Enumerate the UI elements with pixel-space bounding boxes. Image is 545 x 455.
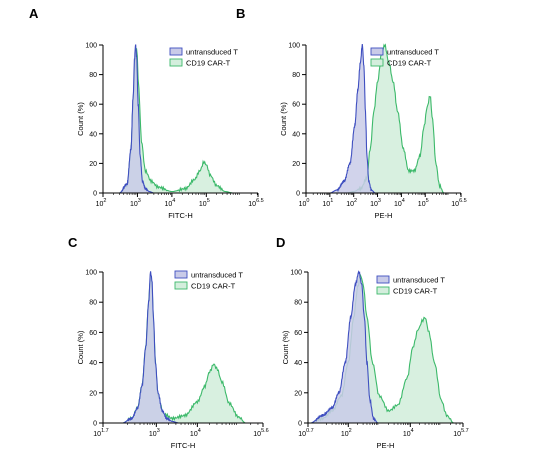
x-tick-label: 102 [346,198,357,208]
legend-label: untransduced T [387,48,439,57]
series-area-untransduced [310,271,378,423]
legend-label: CD19 CAR-T [393,287,438,296]
panel-label-c: C [68,235,78,250]
legend-label: untransduced T [186,48,238,57]
y-tick-label: 80 [294,300,302,307]
legend-swatch [376,286,390,295]
y-tick-label: 40 [294,360,302,367]
legend-swatch [370,47,384,56]
y-tick-label: 100 [85,43,97,50]
x-tick-label: 105 [418,198,429,208]
legend: untransduced T CD19 CAR-T [169,47,238,68]
x-tick-label: 104 [190,428,201,438]
legend-swatch [169,58,183,67]
y-tick-label: 0 [296,191,300,198]
histogram-panel-c: 0 20 40 60 80 100 101.7 103 104 105.6 FITC-H Count … [76,270,269,451]
y-axis-label: Count (%) [76,102,85,136]
y-tick-label: 60 [294,330,302,337]
x-tick-label: 103 [130,198,141,208]
x-tick-label: 102 [96,198,107,208]
legend-label: untransduced T [191,271,243,280]
x-tick-label: 104 [394,198,405,208]
y-tick-label: 0 [298,421,302,428]
series-area-untransduced [122,271,179,423]
x-tick-label: 103 [370,198,381,208]
legend-label: untransduced T [393,276,445,285]
x-tick-label: 103 [149,428,160,438]
series-area-untransduced [329,44,376,193]
y-axis-label: Count (%) [76,330,85,364]
series-area-untransduced [119,44,154,193]
x-tick-label: 105.7 [453,428,468,438]
x-tick-label: 100 [299,198,310,208]
x-tick-label: 104 [403,428,414,438]
x-tick-label: 105.6 [253,428,268,438]
legend-swatch [370,58,384,67]
y-tick-label: 60 [89,330,97,337]
x-tick-label: 101.7 [93,428,108,438]
legend: untransduced T CD19 CAR-T [376,275,445,296]
legend-swatch [376,275,390,284]
legend-label: CD19 CAR-T [387,59,432,68]
x-axis-label: FITC-H [168,211,193,220]
y-axis-label: Count (%) [281,330,290,364]
x-axis-label: PE-H [375,211,393,220]
series-line-car-t [119,48,234,194]
legend-label: CD19 CAR-T [186,59,231,68]
legend-label: CD19 CAR-T [191,282,236,291]
y-tick-label: 100 [288,43,300,50]
y-tick-label: 0 [93,421,97,428]
y-tick-label: 60 [89,102,97,109]
legend: untransduced T CD19 CAR-T [174,270,243,291]
x-tick-label: 101 [322,198,333,208]
series-line-untransduced [119,44,154,194]
histogram-panel-b: 0 20 40 60 80 100 100 101 102 103 104 105 106.5 PE-H C… [279,43,467,221]
y-tick-label: 100 [85,270,97,277]
y-tick-label: 20 [89,390,97,397]
y-tick-label: 60 [292,102,300,109]
x-tick-label: 105 [199,198,210,208]
y-tick-label: 80 [292,72,300,79]
x-tick-label: 102 [341,428,352,438]
x-tick-label: 106.5 [451,198,466,208]
y-tick-label: 100 [290,270,302,277]
x-axis-label: FITC-H [171,441,196,450]
y-tick-label: 20 [292,161,300,168]
legend-swatch [174,270,188,279]
y-tick-label: 40 [292,131,300,138]
x-axis-label: PE-H [377,441,395,450]
panel-label-b: B [236,6,245,21]
legend-swatch [169,47,183,56]
histogram-panel-d: 0 20 40 60 80 100 100.7 102 104 105.7 PE-H Count (%… [281,270,469,451]
x-tick-label: 106.5 [248,198,263,208]
legend-swatch [174,281,188,290]
series-line-untransduced [310,270,379,424]
panel-label-d: D [276,235,285,250]
y-tick-label: 80 [89,72,97,79]
y-tick-label: 0 [93,191,97,198]
x-tick-label: 100.7 [298,428,313,438]
series-line-untransduced [329,44,376,194]
legend: untransduced T CD19 CAR-T [370,47,439,68]
y-tick-label: 40 [89,360,97,367]
panel-label-a: A [29,6,39,21]
y-axis-label: Count (%) [279,102,288,136]
y-tick-label: 20 [294,390,302,397]
y-tick-label: 80 [89,300,97,307]
y-tick-label: 20 [89,161,97,168]
histogram-panel-a: 0 20 40 60 80 100 102 103 104 105 106.5 FITC-H Count… [76,43,264,221]
x-tick-label: 104 [164,198,175,208]
y-tick-label: 40 [89,131,97,138]
series-line-untransduced [122,271,179,424]
